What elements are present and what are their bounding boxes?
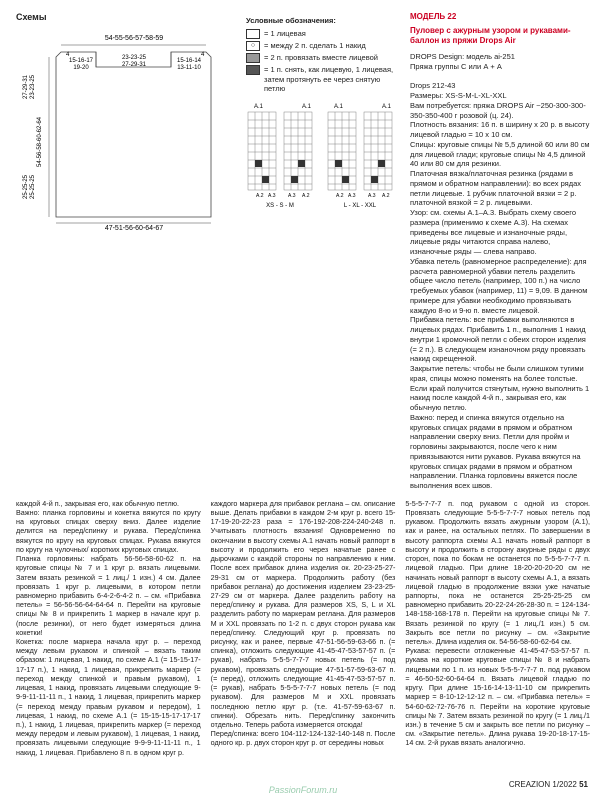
svg-text:A.3: A.3: [288, 193, 296, 199]
magazine-name: CREAZION 1/2022: [509, 780, 577, 789]
svg-text:XS - S - M: XS - S - M: [266, 203, 294, 209]
svg-text:19-20: 19-20: [73, 65, 89, 71]
svg-text:A.3: A.3: [348, 193, 356, 199]
chart-grids: A.1 A.1: [246, 100, 394, 210]
svg-text:A.1: A.1: [254, 104, 264, 110]
legend-item: = между 2 п. сделать 1 накид: [264, 41, 366, 51]
model-title: Пуловер с ажурным узором и рукавами-балл…: [410, 26, 590, 46]
page-number: 51: [579, 780, 588, 789]
watermark: PassionForum.ru: [269, 785, 338, 796]
model-text: DROPS Design: модель ai-251 Пряжа группы…: [410, 52, 590, 491]
legend-title: Условные обозначения:: [246, 16, 394, 26]
svg-text:A.2: A.2: [302, 193, 310, 199]
col-3: 5-5-5-7-7-7 п. под рукавом с одной из ст…: [405, 499, 590, 757]
text-columns: каждой 4-й п., закрывая его, как обычную…: [16, 499, 590, 757]
footer: CREAZION 1/2022 51: [509, 780, 588, 790]
svg-text:A.3: A.3: [268, 193, 276, 199]
svg-text:13-11-10: 13-11-10: [177, 65, 201, 71]
legend-and-charts: Условные обозначения: = 1 лицевая ○= меж…: [246, 12, 394, 491]
svg-text:47-51-56-60-64-67: 47-51-56-60-64-67: [105, 225, 163, 232]
schemes-title: Схемы: [16, 12, 236, 23]
svg-text:A.1: A.1: [334, 104, 344, 110]
col-1: каждой 4-й п., закрывая его, как обычную…: [16, 499, 201, 757]
legend-item: = 1 п. снять, как лицевую, 1 лицевая, за…: [264, 65, 394, 94]
legend-item: = 1 лицевая: [264, 29, 306, 39]
svg-text:A.1: A.1: [302, 104, 312, 110]
svg-text:25-25-25: 25-25-25: [30, 175, 36, 200]
svg-text:25-25-25: 25-25-25: [23, 175, 29, 200]
svg-text:A.2: A.2: [382, 193, 390, 199]
svg-text:15-16-17: 15-16-17: [69, 58, 94, 64]
svg-text:A.2: A.2: [256, 193, 264, 199]
svg-text:27-29-31: 27-29-31: [122, 62, 147, 68]
model-head: МОДЕЛЬ 22: [410, 12, 590, 22]
svg-text:4: 4: [201, 52, 205, 58]
svg-text:A.2: A.2: [336, 193, 344, 199]
svg-text:L - XL - XXL: L - XL - XXL: [344, 203, 377, 209]
svg-text:54-56-58-60-62-64: 54-56-58-60-62-64: [37, 117, 43, 168]
svg-text:A.1: A.1: [382, 104, 392, 110]
model-column: МОДЕЛЬ 22 Пуловер с ажурным узором и рук…: [404, 12, 590, 491]
col-2: каждого маркера для прибавок реглана – с…: [211, 499, 396, 757]
svg-text:15-16-14: 15-16-14: [177, 58, 202, 64]
svg-text:A.3: A.3: [368, 193, 376, 199]
meas-top: 54-55-56-57-58-59: [105, 35, 163, 42]
svg-text:27-29-31: 27-29-31: [23, 75, 29, 100]
svg-text:23-23-25: 23-23-25: [122, 55, 147, 61]
schematic-diagram: Схемы 54-55-56-57-58-59 15-16-17 19-20 2…: [16, 12, 236, 491]
svg-text:23-23-25: 23-23-25: [30, 75, 36, 100]
legend-item: = 2 п. провязать вместе лицевой: [264, 53, 378, 63]
